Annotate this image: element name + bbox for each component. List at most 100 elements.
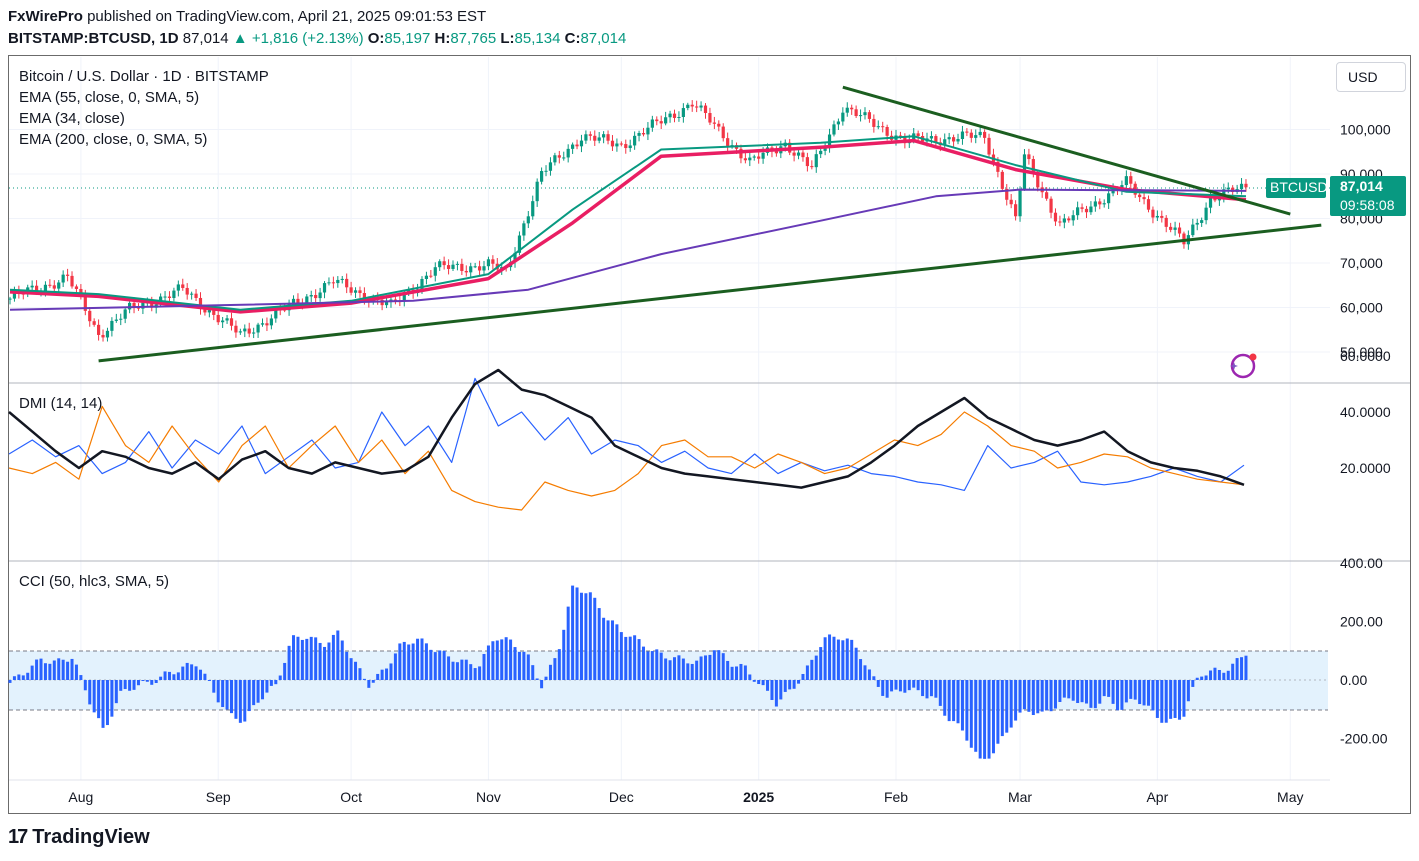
candle-body [531, 201, 535, 217]
cci-bar [105, 680, 109, 726]
cci-bar [637, 639, 641, 680]
price-tag-value: 87,014 [1340, 178, 1383, 194]
cci-bar [1102, 680, 1106, 697]
cci-bar [1120, 680, 1124, 710]
series-title[interactable]: Bitcoin / U.S. Dollar · 1D · BITSTAMP [19, 68, 269, 85]
cci-bar [872, 676, 876, 680]
tradingview-brand[interactable]: 17 TradingView [8, 826, 150, 849]
cci-bar [916, 680, 920, 691]
candle-body [956, 139, 960, 142]
time-axis[interactable]: Aug Sep Oct Nov Dec 2025 Feb Mar Apr May [68, 789, 1303, 805]
cci-bar [890, 680, 894, 692]
candle-body [269, 318, 273, 326]
cci-bar [717, 650, 721, 680]
cci-bar [416, 638, 420, 680]
cci-bar [885, 680, 889, 698]
cci-bar [894, 680, 898, 690]
candle-body [194, 293, 198, 298]
cci-bar [1182, 680, 1186, 717]
cci-bar [473, 668, 477, 680]
cci-bar [1155, 680, 1159, 718]
candle-body [819, 150, 823, 155]
cci-tick-label: 400.00 [1340, 555, 1383, 571]
candle-body [929, 136, 934, 139]
candle-body [243, 328, 247, 332]
cci-bar [553, 658, 557, 680]
cci-bar [540, 680, 544, 689]
candle-body [1239, 183, 1244, 190]
ema34-legend[interactable]: EMA (34, close) [19, 110, 125, 127]
cci-bar [176, 672, 180, 680]
cci-bar [283, 662, 287, 680]
cci-bar [411, 643, 415, 680]
sparkle-icon[interactable] [1230, 353, 1257, 379]
cci-bar [1231, 663, 1235, 680]
time-tick-label: Apr [1146, 789, 1168, 805]
cci-bar [571, 585, 575, 680]
cci-bar [593, 597, 597, 680]
low-label: L: [500, 30, 515, 47]
cci-bar [1147, 680, 1151, 706]
cci-bar [367, 680, 371, 688]
candle-body [881, 126, 885, 128]
candle-body [181, 284, 185, 288]
cci-bar [522, 651, 526, 680]
open-value: 85,197 [384, 30, 431, 47]
candle-body [92, 321, 96, 325]
candle-body [1036, 173, 1040, 188]
cci-bar [726, 660, 730, 680]
ema55-legend[interactable]: EMA (55, close, 0, SMA, 5) [19, 89, 200, 106]
candle-body [198, 297, 203, 309]
dmi-legend[interactable]: DMI (14, 14) [19, 395, 103, 412]
candle-body [761, 152, 765, 159]
cci-bar [743, 665, 747, 680]
candle-body [947, 137, 951, 140]
candle-body [553, 155, 557, 163]
cci-bar [925, 680, 929, 699]
candle-body [1080, 207, 1084, 209]
trendlines[interactable] [98, 85, 1322, 363]
currency-button[interactable]: USD [1336, 62, 1406, 92]
cci-bar [1058, 680, 1062, 702]
ema200-legend[interactable]: EMA (200, close, 0, SMA, 5) [19, 131, 208, 148]
author-name[interactable]: FxWirePro [8, 8, 83, 25]
candle-body [190, 293, 194, 295]
candle-body [1124, 176, 1128, 186]
candle-body [885, 126, 889, 136]
cci-bar [389, 663, 393, 680]
resistance-trendline [842, 85, 1291, 216]
cci-bar [801, 673, 805, 680]
cci-bar [721, 653, 725, 680]
candle-body [12, 291, 17, 299]
cci-bar [1076, 680, 1080, 704]
cci-bar [43, 663, 47, 680]
cci-bar [154, 680, 158, 684]
cci-bar [460, 659, 464, 680]
tradingview-logo-icon: 17 [8, 826, 28, 848]
price-axis[interactable]: 50,00060,00070,00080,00090,000100,00020.… [1340, 122, 1391, 747]
candle-body [141, 302, 145, 309]
cci-bar [526, 654, 530, 680]
cci-bar [407, 644, 411, 680]
cci-bar [766, 680, 770, 691]
candle-body [119, 318, 123, 320]
candle-body [167, 296, 172, 298]
cci-bar [318, 642, 322, 680]
cci-bar [1217, 669, 1221, 680]
cci-bar [960, 680, 964, 731]
cci-bar [1178, 680, 1182, 720]
cci-bar [216, 680, 220, 703]
cci-bar [686, 663, 690, 680]
cci-bar [974, 680, 978, 752]
cci-bar [92, 680, 96, 713]
candle-body [234, 325, 238, 333]
candle-body [451, 264, 455, 269]
candle-body [83, 295, 87, 311]
candle-body [655, 119, 659, 122]
cci-legend[interactable]: CCI (50, hlc3, SMA, 5) [19, 573, 170, 590]
cci-bar [261, 680, 265, 700]
price-tag-bg [1330, 176, 1406, 216]
cci-bar [1200, 676, 1204, 680]
candle-body [703, 105, 708, 114]
